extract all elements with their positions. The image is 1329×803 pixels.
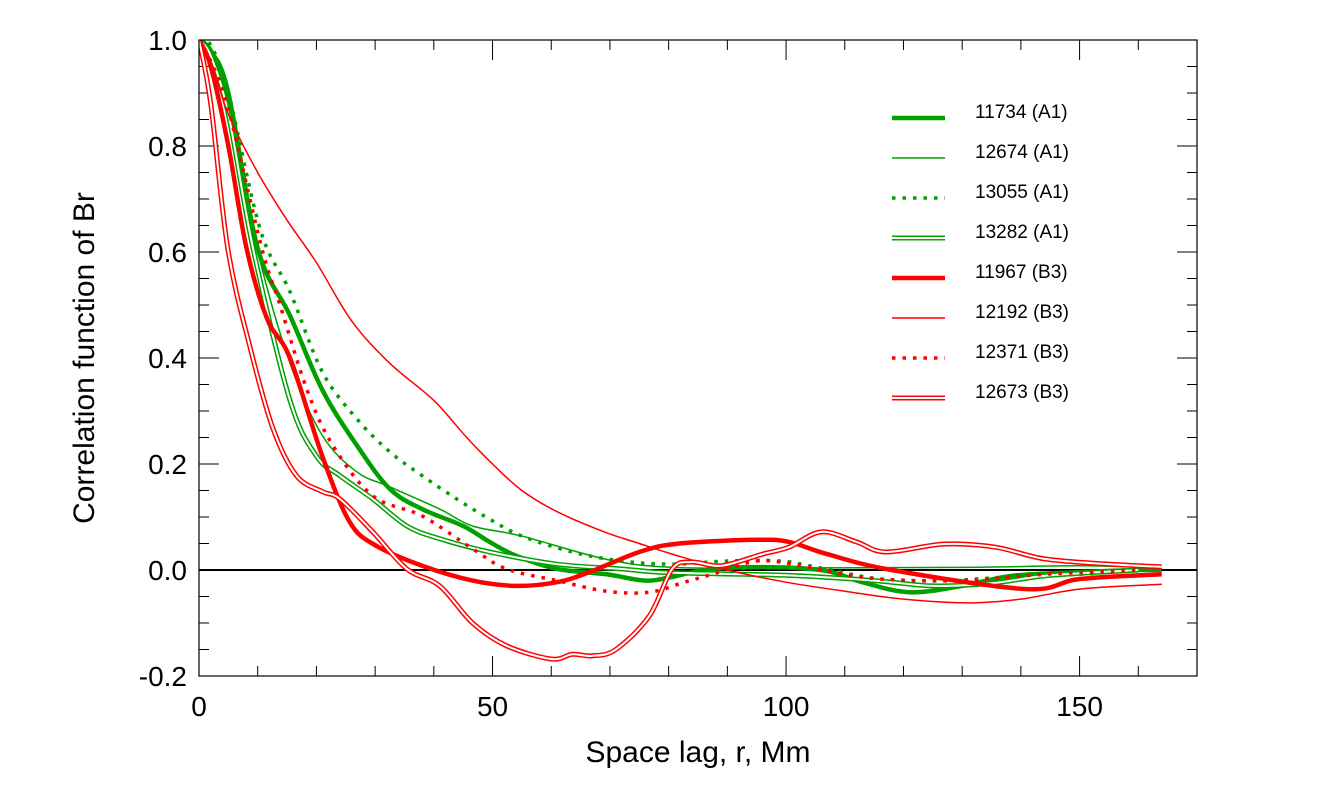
plot-frame (198, 39, 1198, 677)
legend-label: 13282 (A1) (975, 222, 1069, 243)
x-tick-label: 100 (763, 691, 810, 722)
series-group (199, 40, 1162, 662)
legend: 11734 (A1) 12674 (A1) 13055 (A1) 13282 (A1)… (892, 102, 1069, 403)
legend-label: 12371 (B3) (975, 342, 1069, 363)
series-line (199, 40, 1162, 604)
x-axis-label: Space lag, r, Mm (585, 736, 810, 769)
series-line (199, 40, 1162, 569)
y-tick-label: 0.8 (148, 131, 187, 162)
y-tick-label: 0.0 (148, 555, 187, 586)
legend-label: 12192 (B3) (975, 302, 1069, 323)
y-tick-label: 0.4 (148, 343, 187, 374)
tick-labels: 0 50 100 150 -0.2 0.0 0.2 0.4 0.6 0.8 1.0 (139, 25, 1103, 722)
legend-label: 13055 (A1) (975, 182, 1069, 203)
series-line (199, 40, 1162, 592)
series-line (199, 40, 1139, 583)
legend-label: 12674 (A1) (975, 142, 1069, 163)
y-tick-label: 1.0 (148, 25, 187, 56)
series-line-inner (199, 40, 1162, 661)
legend-label: 11967 (B3) (975, 262, 1068, 283)
series-line-inner (199, 40, 1139, 587)
legend-label: 11734 (A1) (975, 102, 1068, 123)
x-tick-label: 0 (191, 691, 207, 722)
x-tick-label: 50 (477, 691, 508, 722)
y-axis-label: Correlation function of Br (68, 192, 101, 524)
y-tick-label: -0.2 (139, 661, 187, 692)
legend-label: 12673 (B3) (975, 382, 1069, 403)
y-tick-label: 0.2 (148, 449, 187, 480)
y-tick-label: 0.6 (148, 237, 187, 268)
x-tick-label: 150 (1056, 691, 1103, 722)
